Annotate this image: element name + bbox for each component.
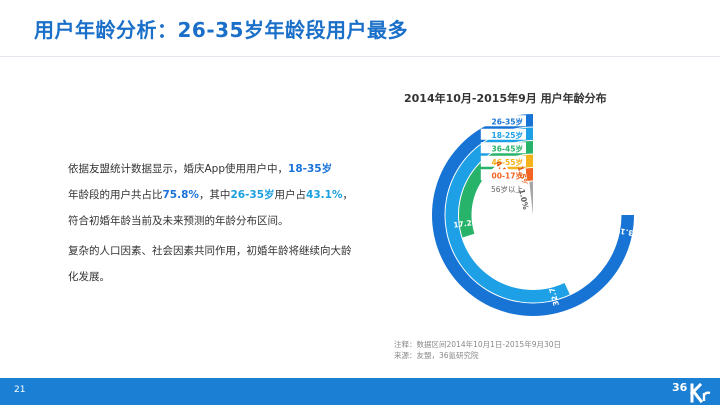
text-p1-g: 用户占	[274, 189, 307, 201]
legend-label-4: 46-55岁	[492, 157, 524, 167]
chart-notes: 注释：数据区间2014年10月1日-2015年9月30日 来源：友盟，36氪研究…	[394, 339, 561, 361]
text-p1-j: 符合初婚年龄当前及未来预测的年龄分布区间。	[68, 215, 289, 227]
note-range: 注释：数据区间2014年10月1日-2015年9月30日	[394, 340, 562, 349]
summary-text: 依据友盟统计数据显示，婚庆App使用用户中，18-35岁 年龄段的用户共占比75…	[68, 156, 368, 294]
title-divider	[0, 56, 720, 57]
text-p1-f: 26-35岁	[230, 189, 275, 201]
chart-title: 2014年10月-2015年9月 用户年龄分布	[404, 92, 607, 105]
brand-logo-icon: 36	[672, 381, 711, 403]
text-p1-b: 18-35岁	[288, 163, 333, 175]
page-number: 21	[14, 385, 26, 395]
legend-bg-4	[480, 155, 526, 167]
legend-bg-3	[480, 142, 526, 154]
summary-paragraph-2: 复杂的人口因素、社会因素共同作用，初婚年龄将继续向大龄化发展。	[68, 245, 352, 283]
text-p1-h: 43.1%	[306, 189, 343, 201]
text-p1-a: 依据友盟统计数据显示，婚庆App使用用户中，	[68, 163, 289, 175]
legend-bg-5	[480, 169, 526, 181]
text-p1-c: 年龄段的用户共占比	[68, 189, 163, 201]
text-p1-d: 75.8%	[162, 189, 199, 201]
svg-text:36: 36	[672, 381, 688, 394]
age-distribution-chart: 26-35岁43.1%18-25岁32.7%36-45岁17.2%46-55岁4…	[432, 114, 634, 316]
summary-paragraph-1: 依据友盟统计数据显示，婚庆App使用用户中，18-35岁 年龄段的用户共占比75…	[68, 156, 368, 234]
value-label-3: 17.2%	[453, 217, 480, 229]
text-p1-i: ，	[342, 189, 353, 201]
ring-5-00-17	[525, 168, 533, 181]
legend-bg-6	[487, 182, 526, 194]
legend-label-3: 36-45岁	[492, 143, 524, 153]
legend-label-5: 00-17岁	[492, 170, 524, 180]
legend-label-6: 56岁以上	[491, 184, 524, 194]
text-p1-e: ，其中	[198, 189, 231, 201]
legend-bg-1	[480, 115, 526, 127]
footer-bar: 21 36	[0, 378, 720, 405]
value-label-6: 1.0%	[517, 188, 530, 211]
page-title: 用户年龄分析：26-35岁年龄段用户最多	[34, 18, 408, 42]
legend-bg-2	[480, 128, 526, 140]
note-source: 来源：友盟，36氪研究院	[394, 351, 479, 360]
legend-label-2: 18-25岁	[492, 130, 524, 140]
ring-6-56	[529, 181, 533, 215]
legend-label-1: 26-35岁	[492, 116, 524, 126]
